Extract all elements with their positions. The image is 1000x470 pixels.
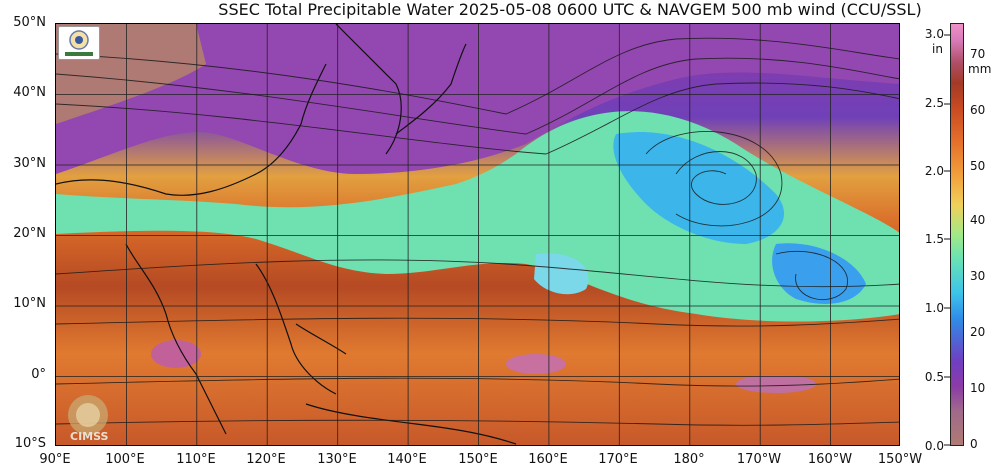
colorbar-ticks-in [944,34,950,446]
lon-label-90e: 90°E [39,452,71,467]
lon-label-160e: 160°E [528,452,568,467]
ssec-logo [58,26,100,60]
colorbar-mm-tick-30: 30 [970,269,986,283]
lon-label-150w: 150°W [877,452,923,467]
cyclone-core [613,132,785,244]
lon-label-170e: 170°E [598,452,638,467]
lat-label-40n: 40°N [13,85,46,100]
colorbar-mm-tick-60: 60 [970,103,986,117]
colorbar-mm-tick-40: 40 [970,213,986,227]
lon-label-120e: 120°E [246,452,286,467]
colorbar-mm-tick-0: 0 [970,437,978,451]
lat-label-20n: 20°N [13,226,46,241]
lon-label-150e: 150°E [458,452,498,467]
lon-label-130e: 130°E [317,452,357,467]
colorbar-in-tick-2.5: 2.5 [924,96,944,110]
tpw-map [55,23,900,446]
itcz-cluster-3 [151,340,201,368]
lat-label-10n: 10°N [13,296,46,311]
colorbar-in-tick-0.5: 0.5 [924,370,944,384]
colorbar-in-tick-3.0: 3.0 [924,27,944,41]
wind-streamlines [56,37,899,426]
itcz-cluster-1 [506,354,566,374]
colorbar-in-tick-0.0: 0.0 [924,439,944,453]
lat-label-0: 0° [31,367,46,382]
lon-label-170w: 170°W [736,452,782,467]
colorbar-mm-unit: mm [968,62,992,76]
colorbar-in-tick-1.5: 1.5 [924,232,944,246]
lat-label-50n: 50°N [13,15,46,30]
lon-label-100e: 100°E [105,452,145,467]
lon-label-110e: 110°E [176,452,216,467]
lat-label-10s: 10°S [14,436,46,451]
colorbar-mm-tick-70: 70 [970,47,986,61]
colorbar-in-unit: in [932,42,943,56]
tpw-colorbar [950,23,964,446]
map-title: SSEC Total Precipitable Water 2025-05-08… [218,0,922,19]
graticule [56,24,899,445]
cimss-logo: CIMSS [60,393,130,443]
lat-label-30n: 30°N [13,156,46,171]
lon-label-160w: 160°W [807,452,853,467]
coastlines [56,24,517,445]
tpw-field [56,24,899,445]
colorbar-mm-tick-50: 50 [970,159,986,173]
dry-air-north [56,24,899,174]
colorbar-in-tick-1.0: 1.0 [924,301,944,315]
lon-label-180: 180° [673,452,705,467]
svg-text:CIMSS: CIMSS [70,430,109,443]
dry-patch-east [772,243,866,304]
lon-label-140e: 140°E [387,452,427,467]
itcz-cluster-2 [736,375,816,393]
colorbar-mm-tick-20: 20 [970,325,986,339]
colorbar-in-tick-2.0: 2.0 [924,164,944,178]
moist-patch [534,253,589,295]
colorbar-mm-tick-10: 10 [970,381,986,395]
